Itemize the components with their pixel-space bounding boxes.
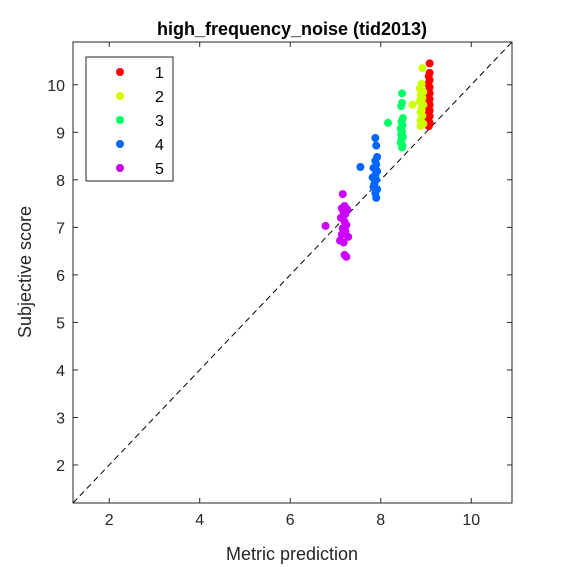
data-point-series-5	[321, 221, 330, 230]
legend-label-series-5: 5	[155, 161, 164, 178]
data-point-series-2	[416, 122, 425, 131]
legend-box	[85, 56, 174, 182]
data-point-series-4	[356, 162, 365, 171]
data-point-series-1	[425, 59, 434, 68]
data-point-series-5	[342, 252, 351, 261]
y-tick-label: 10	[47, 78, 65, 95]
y-tick-label: 3	[56, 410, 65, 427]
data-point-series-3	[398, 89, 407, 98]
data-point-series-4	[372, 193, 381, 202]
y-axis-ticks: 2 3 4 5 6 7 8 9 10	[47, 78, 512, 475]
y-tick-label: 4	[56, 363, 65, 380]
y-tick-label: 7	[56, 220, 65, 237]
legend-label-series-2: 2	[155, 89, 164, 106]
legend-marker-series-4	[116, 140, 124, 148]
legend-marker-series-1	[116, 68, 124, 76]
data-point-series-4	[371, 134, 380, 143]
y-tick-label: 6	[56, 268, 65, 285]
y-axis-label: Subjective score	[15, 206, 35, 338]
x-tick-label: 2	[105, 512, 114, 529]
legend-label-series-3: 3	[155, 113, 164, 130]
x-tick-label: 10	[462, 512, 480, 529]
legend-label-series-1: 1	[155, 65, 164, 82]
data-point-series-2	[408, 100, 417, 109]
axes	[72, 41, 513, 504]
x-tick-label: 4	[195, 512, 204, 529]
data-point-series-5	[344, 232, 353, 241]
legend-marker-series-5	[116, 164, 124, 172]
data-point-series-2	[418, 64, 427, 73]
data-point-series-3	[383, 118, 392, 127]
legend-marker-series-3	[116, 116, 124, 124]
legend: 1 2 3 4 5	[85, 56, 174, 182]
data-point-series-5	[338, 190, 347, 199]
chart-title: high_frequency_noise (tid2013)	[157, 19, 427, 39]
legend-marker-series-2	[116, 92, 124, 100]
x-tick-label: 8	[376, 512, 385, 529]
x-axis-ticks: 2 4 6 8 10	[105, 42, 480, 529]
x-axis-label: Metric prediction	[226, 544, 358, 564]
y-tick-label: 5	[56, 315, 65, 332]
reference-diagonal-line	[72, 41, 513, 504]
plot-frame	[72, 41, 513, 504]
data-point-series-3	[397, 102, 406, 111]
legend-label-series-4: 4	[155, 137, 164, 154]
y-tick-label: 2	[56, 458, 65, 475]
data-point-series-5	[337, 230, 346, 239]
data-point-series-5	[339, 238, 348, 247]
data-points	[321, 59, 434, 261]
x-tick-label: 6	[286, 512, 295, 529]
data-point-series-3	[398, 143, 407, 152]
reference-line-group	[72, 41, 513, 504]
y-tick-label: 9	[56, 125, 65, 142]
y-tick-label: 8	[56, 173, 65, 190]
data-point-series-4	[372, 141, 381, 150]
